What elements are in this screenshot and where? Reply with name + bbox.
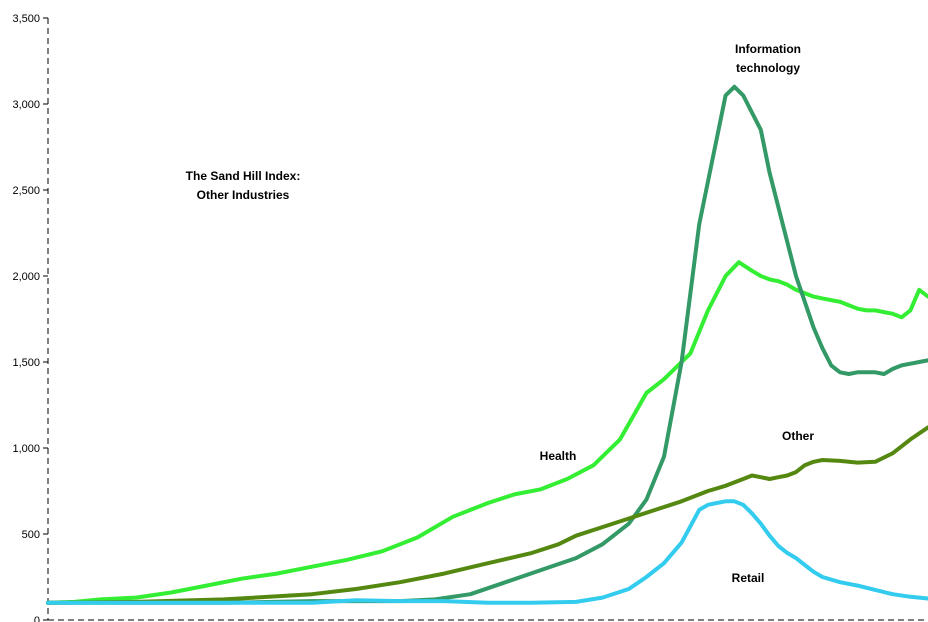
y-ticks: 0 500 1,000 1,500 2,000 2,500 3,000 3,500 <box>12 13 48 622</box>
series-line-other <box>46 425 928 605</box>
chart-text: The Sand Hill Index: Other Industries <box>186 169 301 202</box>
annotation-information: Information <box>735 42 801 56</box>
y-tick-label: 1,000 <box>12 443 40 455</box>
y-tick-label: 2,500 <box>12 185 40 197</box>
series-line-information-technology <box>46 84 928 605</box>
chart-title: The Sand Hill Index: <box>186 169 301 183</box>
y-tick-label: 0 <box>34 615 40 622</box>
y-tick-label: 500 <box>22 529 40 541</box>
y-tick-label: 3,500 <box>12 13 40 25</box>
series-line-health <box>46 260 928 605</box>
chart-subtitle: Other Industries <box>197 188 290 202</box>
y-tick-label: 1,500 <box>12 357 40 369</box>
annotation-technology: technology <box>736 61 800 75</box>
series-line-retail <box>46 499 928 605</box>
annotation-other: Other <box>782 429 814 443</box>
annotation-retail: Retail <box>732 571 765 585</box>
annotation-health: Health <box>540 449 577 463</box>
series-annotations: Information technology Health Other Retail <box>540 42 815 585</box>
series-lines <box>46 84 928 605</box>
axes: 0 500 1,000 1,500 2,000 2,500 3,000 3,500 <box>12 13 928 622</box>
y-tick-label: 3,000 <box>12 99 40 111</box>
y-tick-label: 2,000 <box>12 271 40 283</box>
